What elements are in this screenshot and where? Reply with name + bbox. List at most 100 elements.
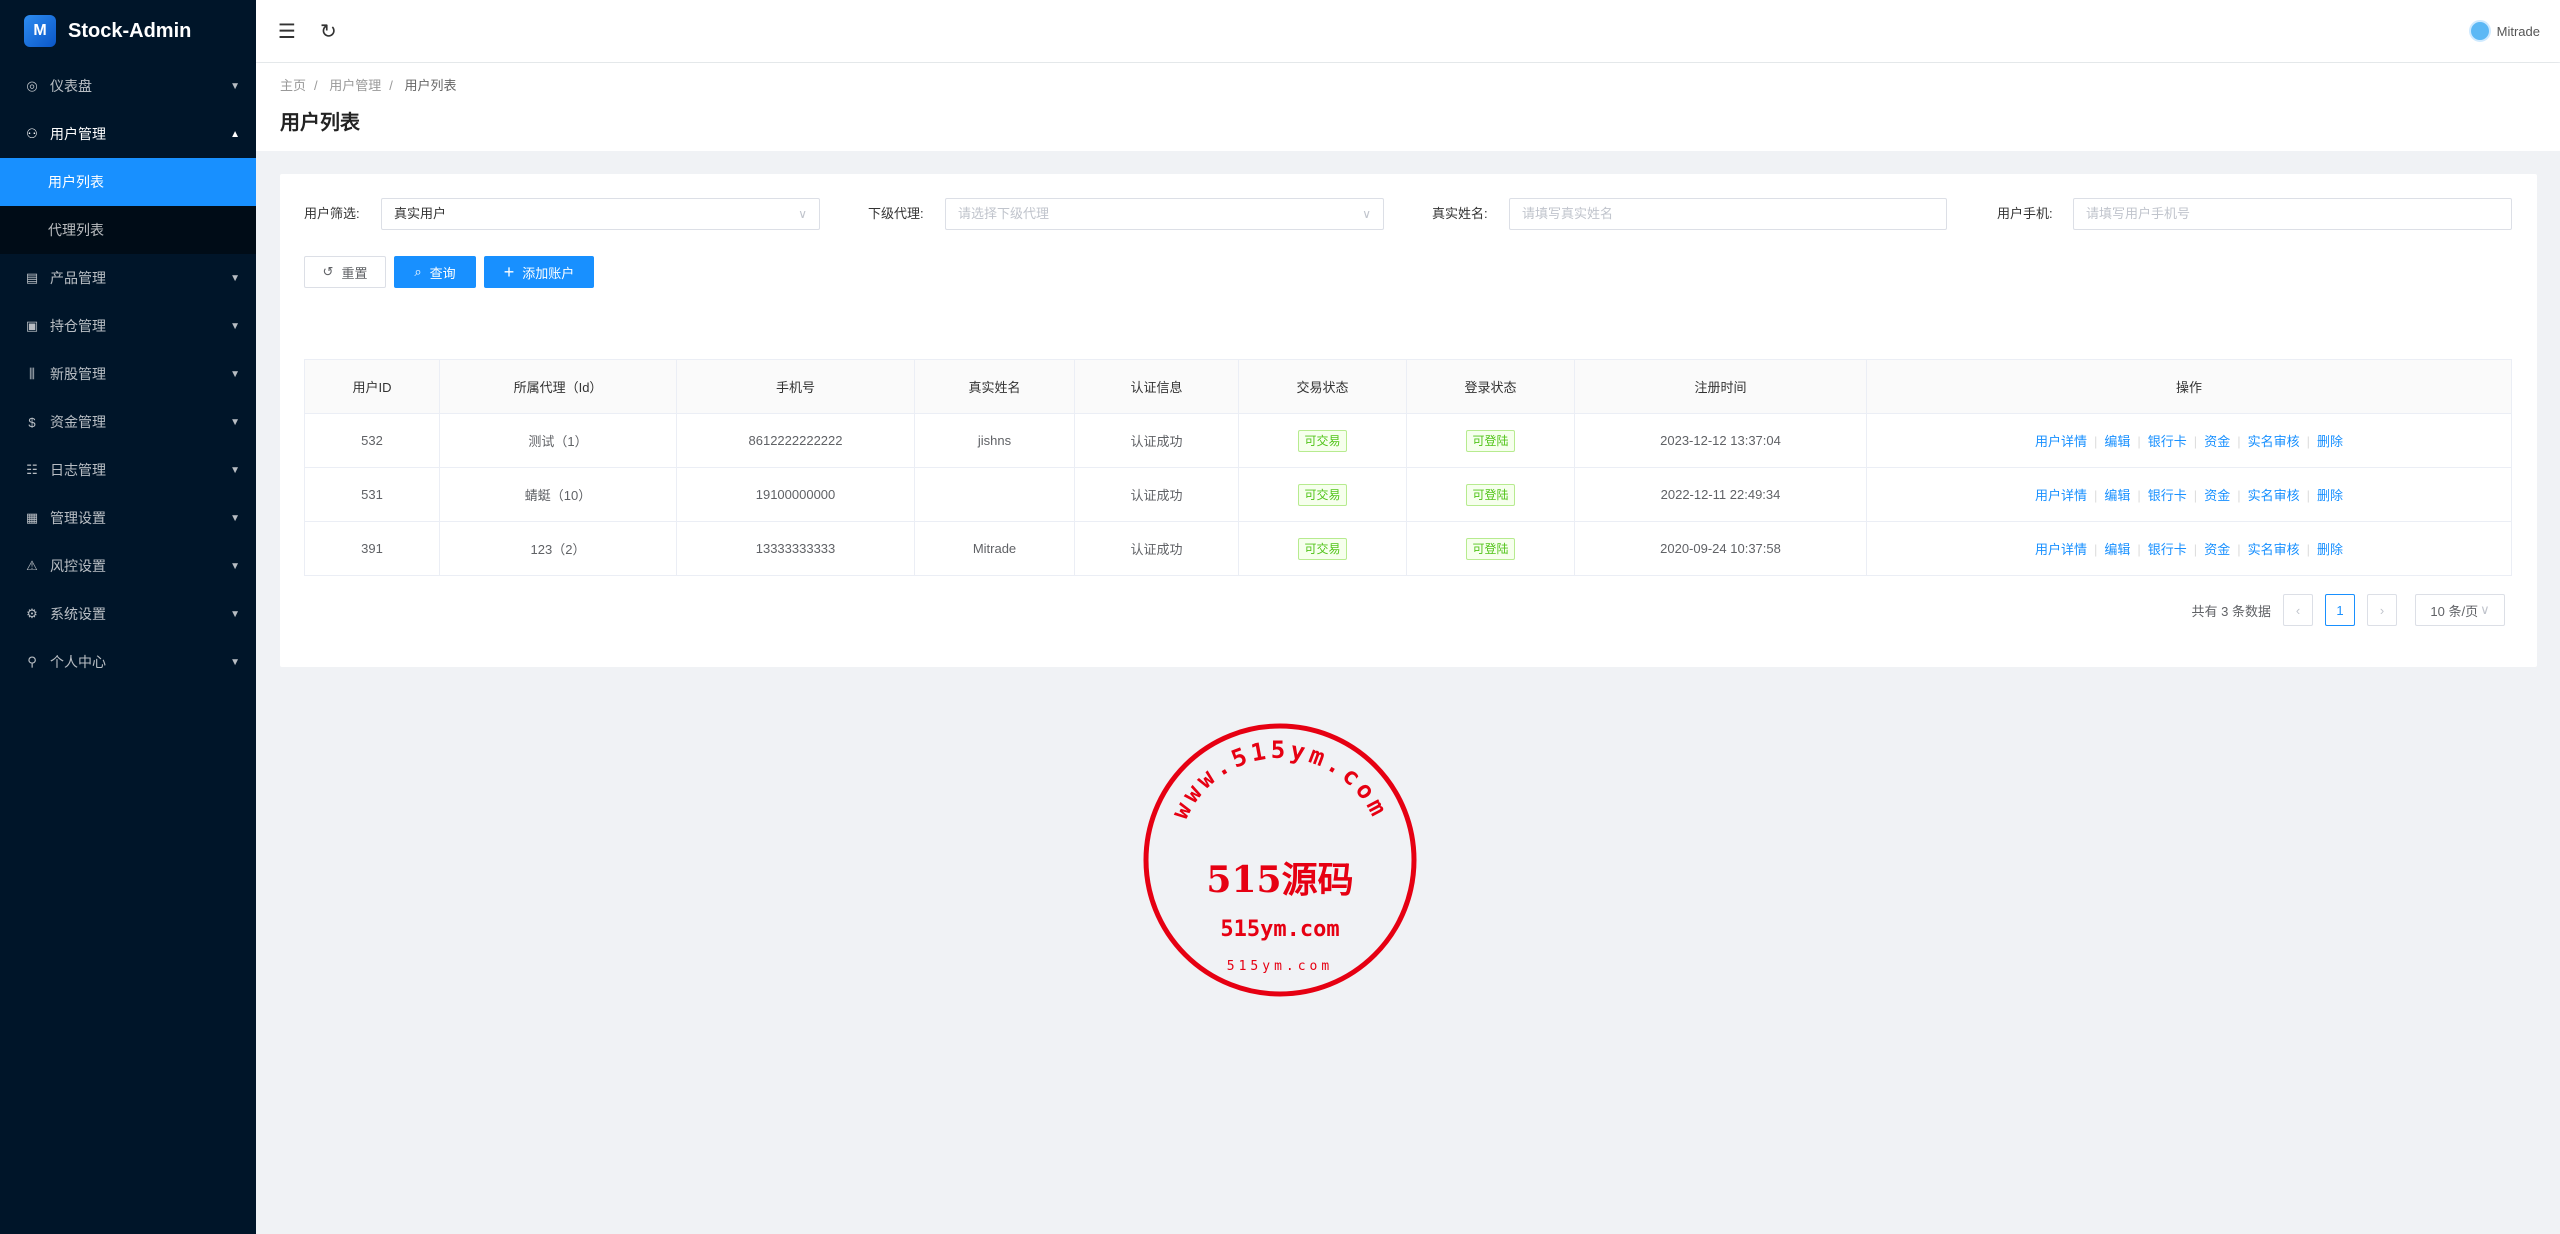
content-card: 用户筛选: 真实用户 ∨ 下级代理: 请选择下级代理 ∨ 真实姓名: 请填写真实姓名… — [280, 174, 2537, 667]
chevron-down-icon: ▼ — [230, 320, 240, 332]
divider: | — [2093, 542, 2098, 557]
user-manage-icon: ⚇ — [26, 126, 38, 141]
action-link-5[interactable]: 删除 — [2317, 488, 2344, 503]
table-cell: 13333333333 — [676, 521, 915, 576]
reset-button[interactable]: ↺ 重置 — [304, 256, 386, 288]
search-icon: ⌕ — [414, 264, 422, 279]
stamp-sub-text: 515ym.com — [1220, 917, 1339, 942]
logo[interactable]: M Stock-Admin — [0, 0, 256, 62]
sidebar-item-9[interactable]: ⚙ 系统设置 ▼ — [0, 590, 256, 638]
user-menu[interactable]: Mitrade — [2468, 20, 2540, 42]
settings-panel-icon: ▦ — [25, 510, 39, 525]
sidebar-item-3[interactable]: ▣ 持仓管理 ▼ — [0, 302, 256, 350]
table-cell: 19100000000 — [676, 467, 915, 522]
add-account-button[interactable]: + 添加账户 — [484, 256, 594, 288]
sidebar-item-4[interactable]: ⫼ 新股管理 ▼ — [0, 350, 256, 398]
sidebar-menu: ◎ 仪表盘 ▼ ⚇ 用户管理 ▲ 用户列表代理列表 ▤ 产品管理 ▼ ▣ 持仓管理 ▼ ⫼ 新股管理 ▼ $ 资金… — [0, 62, 256, 686]
action-link-5[interactable]: 删除 — [2317, 542, 2344, 557]
svg-text:www.515ym.com: www.515ym.com — [1166, 736, 1394, 824]
action-link-3[interactable]: 资金 — [2204, 434, 2231, 449]
action-link-2[interactable]: 银行卡 — [2147, 488, 2187, 503]
sidebar-item-8[interactable]: ⚠ 风控设置 ▼ — [0, 542, 256, 590]
user-filter-value: 真实用户 — [394, 206, 447, 221]
table-cell: 认证成功 — [1074, 413, 1239, 468]
action-link-1[interactable]: 编辑 — [2104, 434, 2131, 449]
sidebar-item-1[interactable]: ⚇ 用户管理 ▲ — [0, 110, 256, 158]
table-cell: 391 — [304, 521, 440, 576]
search-button[interactable]: ⌕ 查询 — [394, 256, 476, 288]
divider: | — [2193, 488, 2198, 503]
status-cell: 可登陆 — [1406, 413, 1575, 468]
stamp-center-text: 515源码 — [1206, 859, 1353, 901]
breadcrumb-home[interactable]: 主页 — [280, 78, 307, 93]
action-link-2[interactable]: 银行卡 — [2147, 434, 2187, 449]
table-row: 531 蜻蜓（10） 19100000000 认证成功 可交易 可登陆 2022-12-11… — [304, 467, 2512, 522]
action-link-1[interactable]: 编辑 — [2104, 542, 2131, 557]
action-link-0[interactable]: 用户详情 — [2034, 434, 2087, 449]
next-page-button[interactable]: › — [2367, 594, 2397, 626]
action-link-0[interactable]: 用户详情 — [2034, 542, 2087, 557]
status-cell: 可交易 — [1238, 467, 1407, 522]
prev-page-button[interactable]: ‹ — [2283, 594, 2313, 626]
stamp-bottom-text: 515ym.com — [1227, 959, 1333, 974]
action-link-4[interactable]: 实名审核 — [2247, 488, 2300, 503]
status-cell: 可登陆 — [1406, 521, 1575, 576]
sidebar-item-label: 仪表盘 — [50, 78, 92, 94]
chevron-down-icon: ▼ — [230, 272, 240, 284]
action-link-5[interactable]: 删除 — [2317, 434, 2344, 449]
column-header: 操作 — [1866, 359, 2512, 414]
page-size-select[interactable]: 10 条/页 ∨ — [2415, 594, 2505, 626]
breadcrumb-user-manage[interactable]: 用户管理 — [329, 78, 382, 93]
divider: | — [2237, 488, 2241, 503]
table-cell: jishns — [914, 413, 1075, 468]
chevron-down-icon: ∨ — [798, 207, 807, 221]
search-label: 查询 — [429, 265, 456, 281]
sidebar-item-10[interactable]: ⚲ 个人中心 ▼ — [0, 638, 256, 686]
divider: | — [2237, 434, 2241, 449]
column-header: 交易状态 — [1238, 359, 1407, 414]
agent-select[interactable]: 请选择下级代理 ∨ — [945, 198, 1384, 230]
chevron-up-icon: ▲ — [230, 128, 240, 140]
action-link-4[interactable]: 实名审核 — [2247, 434, 2300, 449]
sidebar-item-7[interactable]: ▦ 管理设置 ▼ — [0, 494, 256, 542]
action-link-3[interactable]: 资金 — [2204, 488, 2231, 503]
divider: | — [2093, 434, 2098, 449]
agent-label: 下级代理: — [868, 206, 924, 221]
position-icon: ▣ — [25, 318, 39, 333]
table-cell: 532 — [304, 413, 440, 468]
sidebar-subitem-1[interactable]: 代理列表 — [0, 206, 256, 254]
page-title: 用户列表 — [280, 112, 360, 134]
action-link-0[interactable]: 用户详情 — [2034, 488, 2087, 503]
user-filter-select[interactable]: 真实用户 ∨ — [381, 198, 820, 230]
status-cell: 可交易 — [1238, 521, 1407, 576]
real-name-input[interactable]: 请填写真实姓名 — [1509, 198, 1947, 230]
page-1-button[interactable]: 1 — [2325, 594, 2355, 626]
stamp-ring-text: www.515ym.com — [1166, 736, 1390, 824]
sidebar-item-0[interactable]: ◎ 仪表盘 ▼ — [0, 62, 256, 110]
chevron-down-icon: ▼ — [230, 416, 240, 428]
phone-input[interactable]: 请填写用户手机号 — [2073, 198, 2512, 230]
refresh-icon[interactable]: ↻ — [319, 20, 337, 43]
table-cell: 认证成功 — [1074, 521, 1239, 576]
column-header: 手机号 — [676, 359, 915, 414]
divider: | — [2193, 542, 2198, 557]
watermark-stamp: www.515ym.com 515源码 515ym.com 515ym.com — [1143, 723, 1417, 997]
sidebar-subitem-label: 代理列表 — [48, 222, 104, 238]
sidebar-item-6[interactable]: ☷ 日志管理 ▼ — [0, 446, 256, 494]
action-link-3[interactable]: 资金 — [2204, 542, 2231, 557]
divider: | — [2237, 542, 2241, 557]
table-cell: 2020-09-24 10:37:58 — [1574, 521, 1867, 576]
action-link-4[interactable]: 实名审核 — [2247, 542, 2300, 557]
pagination: 共有 3 条数据 ‹ 1 › 10 条/页 ∨ — [2192, 594, 2505, 626]
action-link-1[interactable]: 编辑 — [2104, 488, 2131, 503]
sidebar-subitem-0[interactable]: 用户列表 — [0, 158, 256, 206]
user-name: Mitrade — [2496, 23, 2540, 39]
collapse-menu-icon[interactable]: ☰ — [278, 20, 296, 43]
sidebar-item-2[interactable]: ▤ 产品管理 ▼ — [0, 254, 256, 302]
reset-label: 重置 — [341, 265, 368, 281]
column-header: 用户ID — [304, 359, 440, 414]
add-label: 添加账户 — [522, 265, 575, 281]
sidebar-item-5[interactable]: $ 资金管理 ▼ — [0, 398, 256, 446]
plus-icon: + — [503, 261, 515, 282]
action-link-2[interactable]: 银行卡 — [2147, 542, 2187, 557]
